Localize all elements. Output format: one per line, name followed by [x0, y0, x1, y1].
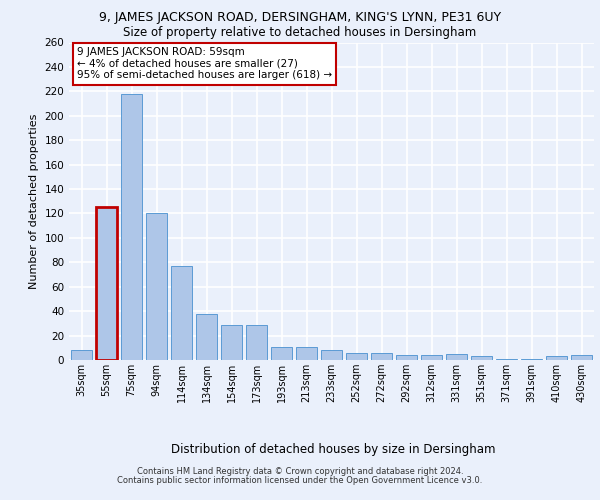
Bar	[246, 324, 267, 360]
Text: Size of property relative to detached houses in Dersingham: Size of property relative to detached ho…	[124, 26, 476, 39]
Bar	[371, 352, 392, 360]
Bar	[71, 350, 92, 360]
Bar	[321, 350, 342, 360]
Bar	[421, 355, 442, 360]
Bar	[296, 346, 317, 360]
Text: 9, JAMES JACKSON ROAD, DERSINGHAM, KING'S LYNN, PE31 6UY: 9, JAMES JACKSON ROAD, DERSINGHAM, KING'…	[99, 12, 501, 24]
Y-axis label: Number of detached properties: Number of detached properties	[29, 114, 39, 289]
Text: Contains HM Land Registry data © Crown copyright and database right 2024.: Contains HM Land Registry data © Crown c…	[137, 467, 463, 476]
Text: Distribution of detached houses by size in Dersingham: Distribution of detached houses by size …	[171, 442, 495, 456]
Bar	[146, 214, 167, 360]
Bar	[271, 346, 292, 360]
Bar	[96, 208, 117, 360]
Bar	[496, 359, 517, 360]
Bar	[121, 94, 142, 360]
Bar	[346, 352, 367, 360]
Bar	[521, 359, 542, 360]
Bar	[171, 266, 192, 360]
Text: Contains public sector information licensed under the Open Government Licence v3: Contains public sector information licen…	[118, 476, 482, 485]
Bar	[221, 324, 242, 360]
Bar	[196, 314, 217, 360]
Bar	[571, 355, 592, 360]
Text: 9 JAMES JACKSON ROAD: 59sqm
← 4% of detached houses are smaller (27)
95% of semi: 9 JAMES JACKSON ROAD: 59sqm ← 4% of deta…	[77, 48, 332, 80]
Bar	[396, 355, 417, 360]
Bar	[446, 354, 467, 360]
Bar	[471, 356, 492, 360]
Bar	[546, 356, 567, 360]
